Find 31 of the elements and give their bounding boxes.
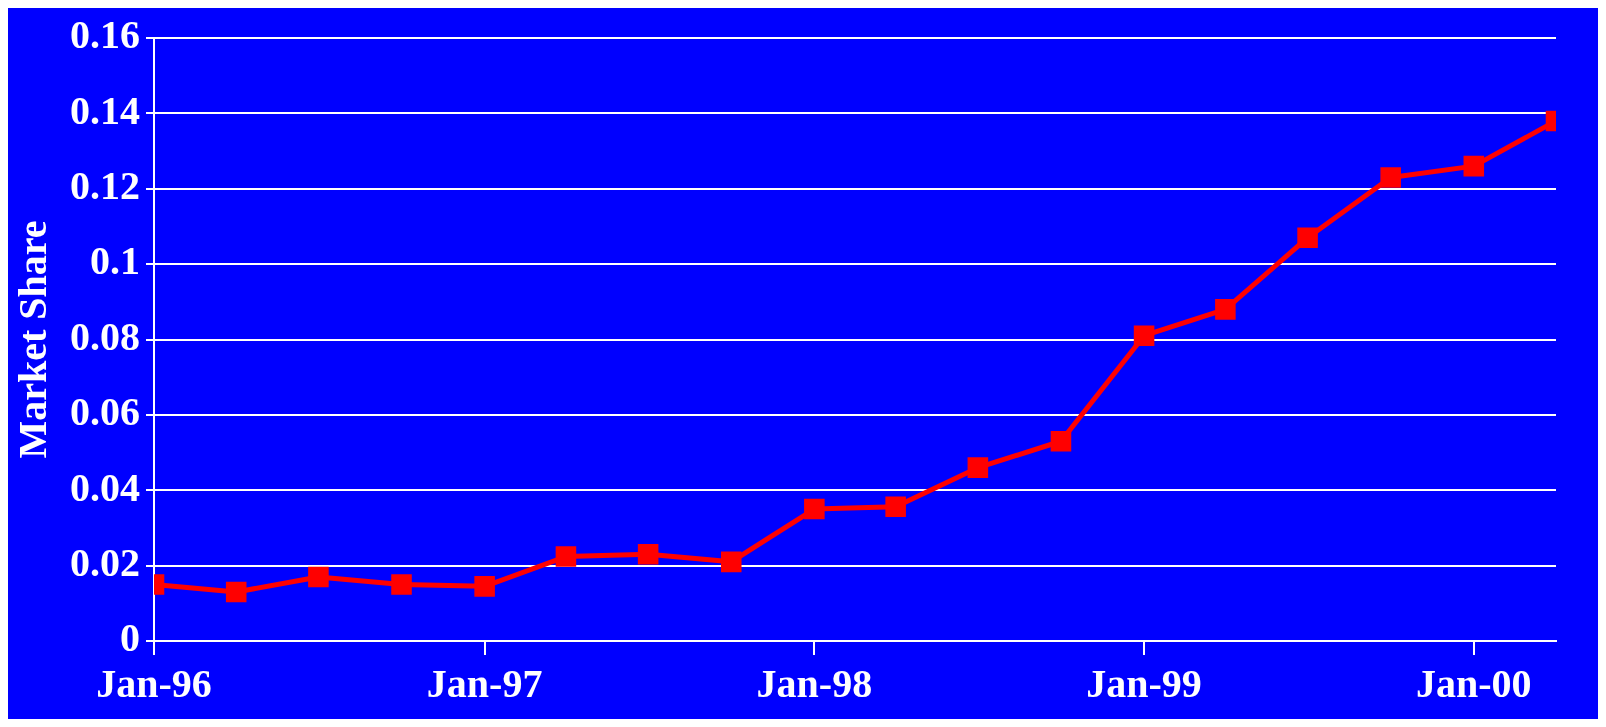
point [804, 498, 825, 520]
x-tick-label: Jan-96 [96, 661, 212, 707]
point [720, 551, 742, 573]
point [1133, 325, 1155, 347]
x-tick-label: Jan-00 [1416, 661, 1532, 707]
point [1215, 299, 1236, 320]
point [1463, 155, 1485, 177]
y-axis-title: Market Share [10, 220, 56, 459]
point [1297, 227, 1318, 249]
y-tick-label: 0.08 [70, 313, 140, 359]
y-tick-label: 0.1 [90, 238, 140, 284]
point [391, 574, 412, 595]
y-tick-label: 0.14 [70, 87, 140, 133]
y-tick-label: 0.02 [70, 539, 140, 585]
point [1380, 167, 1401, 188]
point [967, 457, 989, 478]
y-tick-label: 0.12 [70, 163, 140, 209]
point [885, 496, 906, 518]
point [308, 566, 329, 588]
x-tick-label: Jan-98 [756, 661, 873, 707]
point [1050, 430, 1072, 452]
y-tick-label: 0.06 [70, 389, 140, 435]
x-tick-label: Jan-99 [1086, 661, 1202, 707]
point [474, 576, 495, 597]
y-tick-label: 0.04 [70, 464, 140, 510]
point [555, 546, 577, 567]
x-tick-label: Jan-97 [426, 661, 543, 707]
point [637, 544, 659, 565]
y-tick-label: 0 [120, 615, 140, 661]
y-tick-label: 0.16 [70, 12, 140, 58]
point [225, 581, 247, 603]
